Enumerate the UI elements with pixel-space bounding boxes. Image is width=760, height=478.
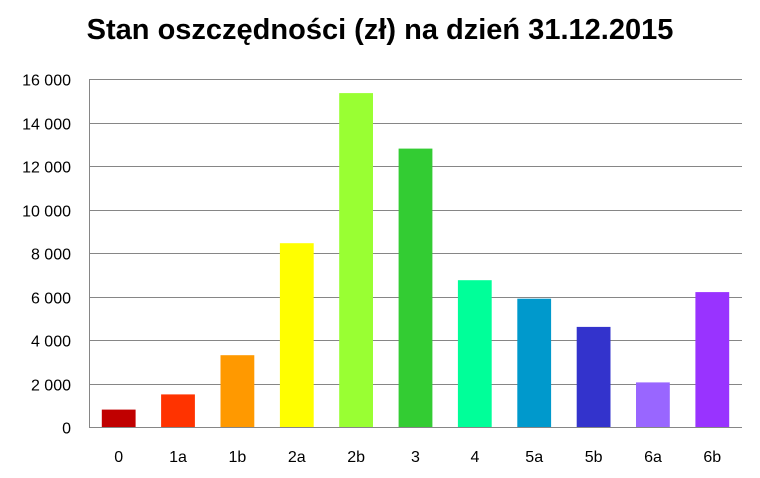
bar-3: [398, 148, 433, 427]
x-tick-label: 0: [114, 449, 123, 466]
bar-2a: [279, 243, 314, 427]
x-tick-label: 1a: [169, 449, 187, 466]
x-tick-label: 6a: [644, 449, 662, 466]
bar-1b: [220, 355, 255, 427]
x-tick-label: 2a: [288, 449, 306, 466]
y-tick-label: 4 000: [31, 334, 71, 351]
y-tick-label: 0: [62, 421, 71, 438]
x-tick-label: 5a: [525, 449, 543, 466]
x-tick-label: 5b: [585, 449, 603, 466]
y-tick-labels: 0 2 000 4 000 6 000 8 000 10 000 12 000 14 000 1…: [22, 73, 71, 438]
y-tick-label: 14 000: [22, 117, 71, 134]
y-tick-label: 16 000: [22, 73, 71, 90]
y-tick-label: 8 000: [31, 247, 71, 264]
bar-4: [457, 280, 492, 427]
y-tick-label: 10 000: [22, 204, 71, 221]
y-tick-label: 6 000: [31, 291, 71, 308]
x-tick-label: 4: [470, 449, 479, 466]
y-tick-label: 2 000: [31, 378, 71, 395]
axes: [89, 79, 742, 428]
bar-1a: [161, 394, 195, 427]
bar-6b: [695, 292, 730, 427]
x-tick-labels: 0 1a 1b 2a 2b 3 4 5a 5b 6a 6b: [114, 449, 721, 466]
bar-5a: [517, 298, 552, 427]
x-tick-label: 3: [411, 449, 420, 466]
chart-title: Stan oszczędności (zł) na dzień 31.12.20…: [86, 14, 674, 46]
bar-6a: [636, 382, 670, 427]
bar-5b: [576, 326, 611, 427]
x-tick-label: 1b: [229, 449, 247, 466]
bars: [101, 93, 730, 427]
bar-0: [101, 409, 136, 427]
y-tick-label: 12 000: [22, 160, 71, 177]
x-tick-label: 6b: [703, 449, 721, 466]
bar-2b: [339, 93, 373, 427]
x-tick-label: 2b: [347, 449, 365, 466]
